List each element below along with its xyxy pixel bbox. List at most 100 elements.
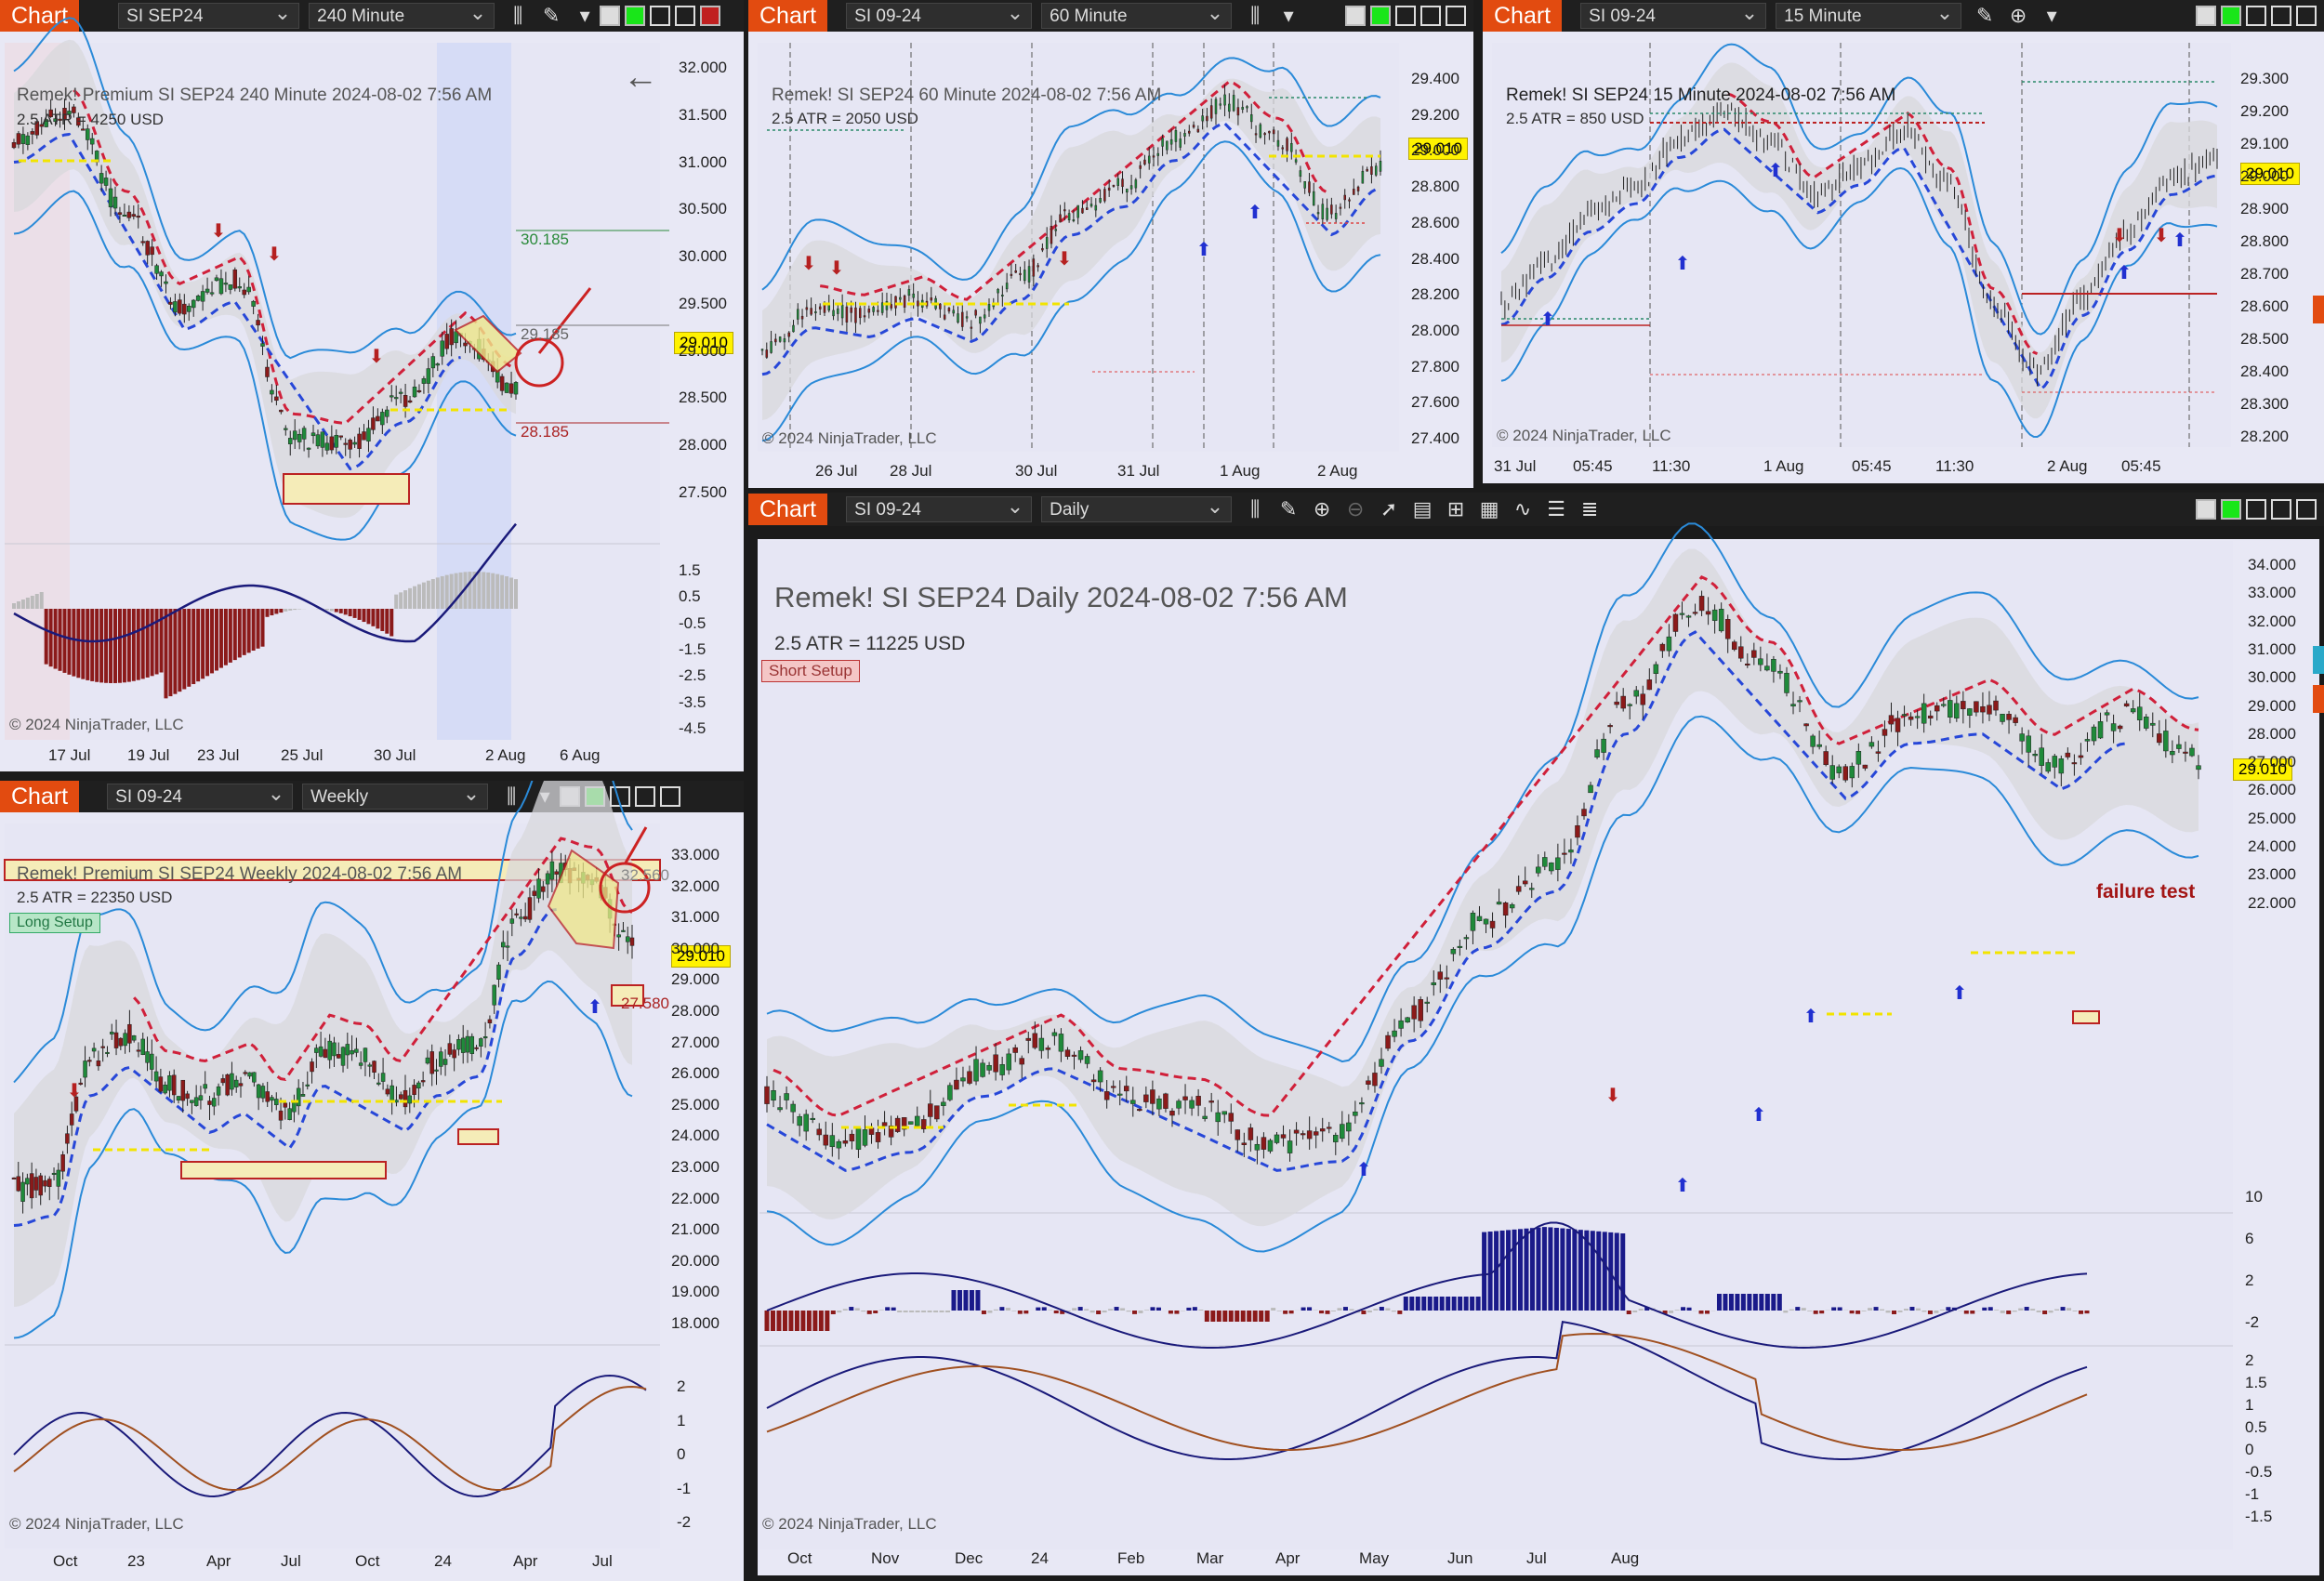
candle-body xyxy=(1223,94,1226,106)
maximize-button[interactable] xyxy=(1420,6,1441,26)
candle-body xyxy=(230,1073,234,1090)
copyright: © 2024 NinjaTrader, LLC xyxy=(9,1515,184,1533)
axis-tick-label: 32.000 xyxy=(2248,612,2296,630)
candle-body xyxy=(1246,106,1248,109)
window-link-green[interactable] xyxy=(2221,6,2241,26)
histogram-bar xyxy=(265,609,270,617)
close-button[interactable] xyxy=(2296,499,2317,520)
minimize-button[interactable] xyxy=(1395,6,1416,26)
side-tab[interactable] xyxy=(2313,296,2324,323)
interval-selector[interactable]: 15 Minute xyxy=(1776,0,1962,29)
bar-type-icon[interactable]: ⫼ xyxy=(1250,497,1261,520)
zoom-icon[interactable]: ⊕ xyxy=(2009,4,2027,27)
window-button-gray[interactable] xyxy=(2196,6,2216,26)
list-icon[interactable]: ≣ xyxy=(1580,497,1599,520)
minimize-button[interactable] xyxy=(650,6,671,26)
histogram-bar xyxy=(1259,1311,1264,1322)
candle-body xyxy=(1192,125,1195,128)
candle-body xyxy=(2196,765,2201,771)
chart-menu-button[interactable]: Chart xyxy=(748,0,828,32)
back-arrow-icon[interactable]: ← xyxy=(623,58,658,97)
maximize-button[interactable] xyxy=(675,6,696,26)
chart-menu-button[interactable]: Chart xyxy=(0,781,80,812)
candle-body xyxy=(2104,712,2110,716)
axis-tick-label: 17 Jul xyxy=(48,746,91,764)
interval-selector[interactable]: 240 Minute xyxy=(309,0,495,29)
dropdown-icon[interactable]: ▾ xyxy=(2046,4,2057,27)
interval-selector[interactable]: 60 Minute xyxy=(1041,0,1233,29)
instrument-selector[interactable]: SI 09-24 xyxy=(1580,0,1767,29)
candle-body xyxy=(434,1069,439,1072)
candle-body xyxy=(1228,1113,1235,1122)
properties-icon[interactable]: ☰ xyxy=(1547,497,1565,520)
bar-type-icon[interactable]: ⫼ xyxy=(507,784,517,808)
chart-menu-button[interactable]: Chart xyxy=(748,494,828,525)
close-button[interactable] xyxy=(1446,6,1466,26)
candle-body xyxy=(1568,850,1574,853)
indicators-icon[interactable]: ▦ xyxy=(1479,497,1499,520)
axis-tick-label: Aug xyxy=(1611,1549,1640,1567)
maximize-button[interactable] xyxy=(635,786,656,807)
close-button[interactable] xyxy=(660,786,681,807)
drawing-tool-icon[interactable]: ✎ xyxy=(1975,4,1994,27)
window-button-gray[interactable] xyxy=(600,6,621,26)
instrument-selector[interactable]: SI 09-24 xyxy=(107,781,294,810)
candle-body xyxy=(150,1053,154,1070)
instrument-selector[interactable]: SI SEP24 xyxy=(118,0,300,29)
cursor-icon[interactable]: ➚ xyxy=(1380,497,1398,520)
close-button[interactable] xyxy=(700,6,721,26)
candle-body xyxy=(2000,714,2005,722)
window-link-green[interactable] xyxy=(2221,499,2241,520)
maximize-button[interactable] xyxy=(2271,499,2291,520)
drawing-tool-icon[interactable]: ✎ xyxy=(1279,497,1298,520)
interval-selector[interactable]: Daily xyxy=(1041,494,1233,522)
candle-body xyxy=(1496,902,1502,905)
close-button[interactable] xyxy=(2296,6,2317,26)
histogram-bar xyxy=(126,609,131,682)
lower-band-line xyxy=(13,980,633,1339)
strategies-icon[interactable]: ∿ xyxy=(1513,497,1532,520)
data-box-icon[interactable]: ▤ xyxy=(1412,497,1433,520)
window-link-green[interactable] xyxy=(625,6,646,26)
candle-body xyxy=(1334,213,1338,219)
interval-selector[interactable]: Weekly xyxy=(302,781,489,810)
candle-body xyxy=(1666,636,1672,652)
window-link-green[interactable] xyxy=(1370,6,1391,26)
chart-menu-button[interactable]: Chart xyxy=(1483,0,1563,32)
candle-body xyxy=(1810,735,1816,747)
dropdown-icon[interactable]: ▾ xyxy=(579,4,590,27)
zoom-in-icon[interactable]: ⊕ xyxy=(1313,497,1331,520)
side-tab[interactable] xyxy=(2313,685,2324,713)
signal-line xyxy=(13,1386,647,1491)
minimize-button[interactable] xyxy=(2246,6,2266,26)
candle-body xyxy=(1659,643,1666,652)
drawing-tool-icon[interactable]: ✎ xyxy=(542,4,561,27)
candle-body xyxy=(1303,180,1306,189)
highlight-wedge xyxy=(454,314,522,374)
bar-type-icon[interactable]: ⫼ xyxy=(513,4,523,27)
candle-body xyxy=(1293,1129,1300,1134)
instrument-selector[interactable]: SI 09-24 xyxy=(846,0,1033,29)
down-arrow-icon: ⬇ xyxy=(1057,247,1073,270)
histogram-bar xyxy=(491,573,495,609)
window-button-gray[interactable] xyxy=(1345,6,1366,26)
oscillator-line xyxy=(766,1321,2088,1460)
chart-menu-button[interactable]: Chart xyxy=(0,0,80,32)
instrument-selector[interactable]: SI 09-24 xyxy=(846,494,1033,522)
histogram-bar xyxy=(164,609,168,699)
axis-tick-label: 29.300 xyxy=(2240,70,2289,87)
window-button-gray[interactable] xyxy=(2196,499,2216,520)
candle-body xyxy=(625,936,630,942)
candle-body xyxy=(16,133,21,145)
bar-type-icon[interactable]: ⫼ xyxy=(1250,4,1261,27)
side-tab[interactable] xyxy=(2313,646,2324,674)
histogram-bar xyxy=(1096,1311,1102,1314)
candle-body xyxy=(332,1042,337,1057)
zoom-out-icon[interactable]: ⊖ xyxy=(1346,497,1365,520)
candle-body xyxy=(1392,1030,1397,1037)
templates-icon[interactable]: ⊞ xyxy=(1446,497,1465,520)
candle-body xyxy=(278,1110,284,1121)
dropdown-icon[interactable]: ▾ xyxy=(1283,4,1294,27)
maximize-button[interactable] xyxy=(2271,6,2291,26)
minimize-button[interactable] xyxy=(2246,499,2266,520)
